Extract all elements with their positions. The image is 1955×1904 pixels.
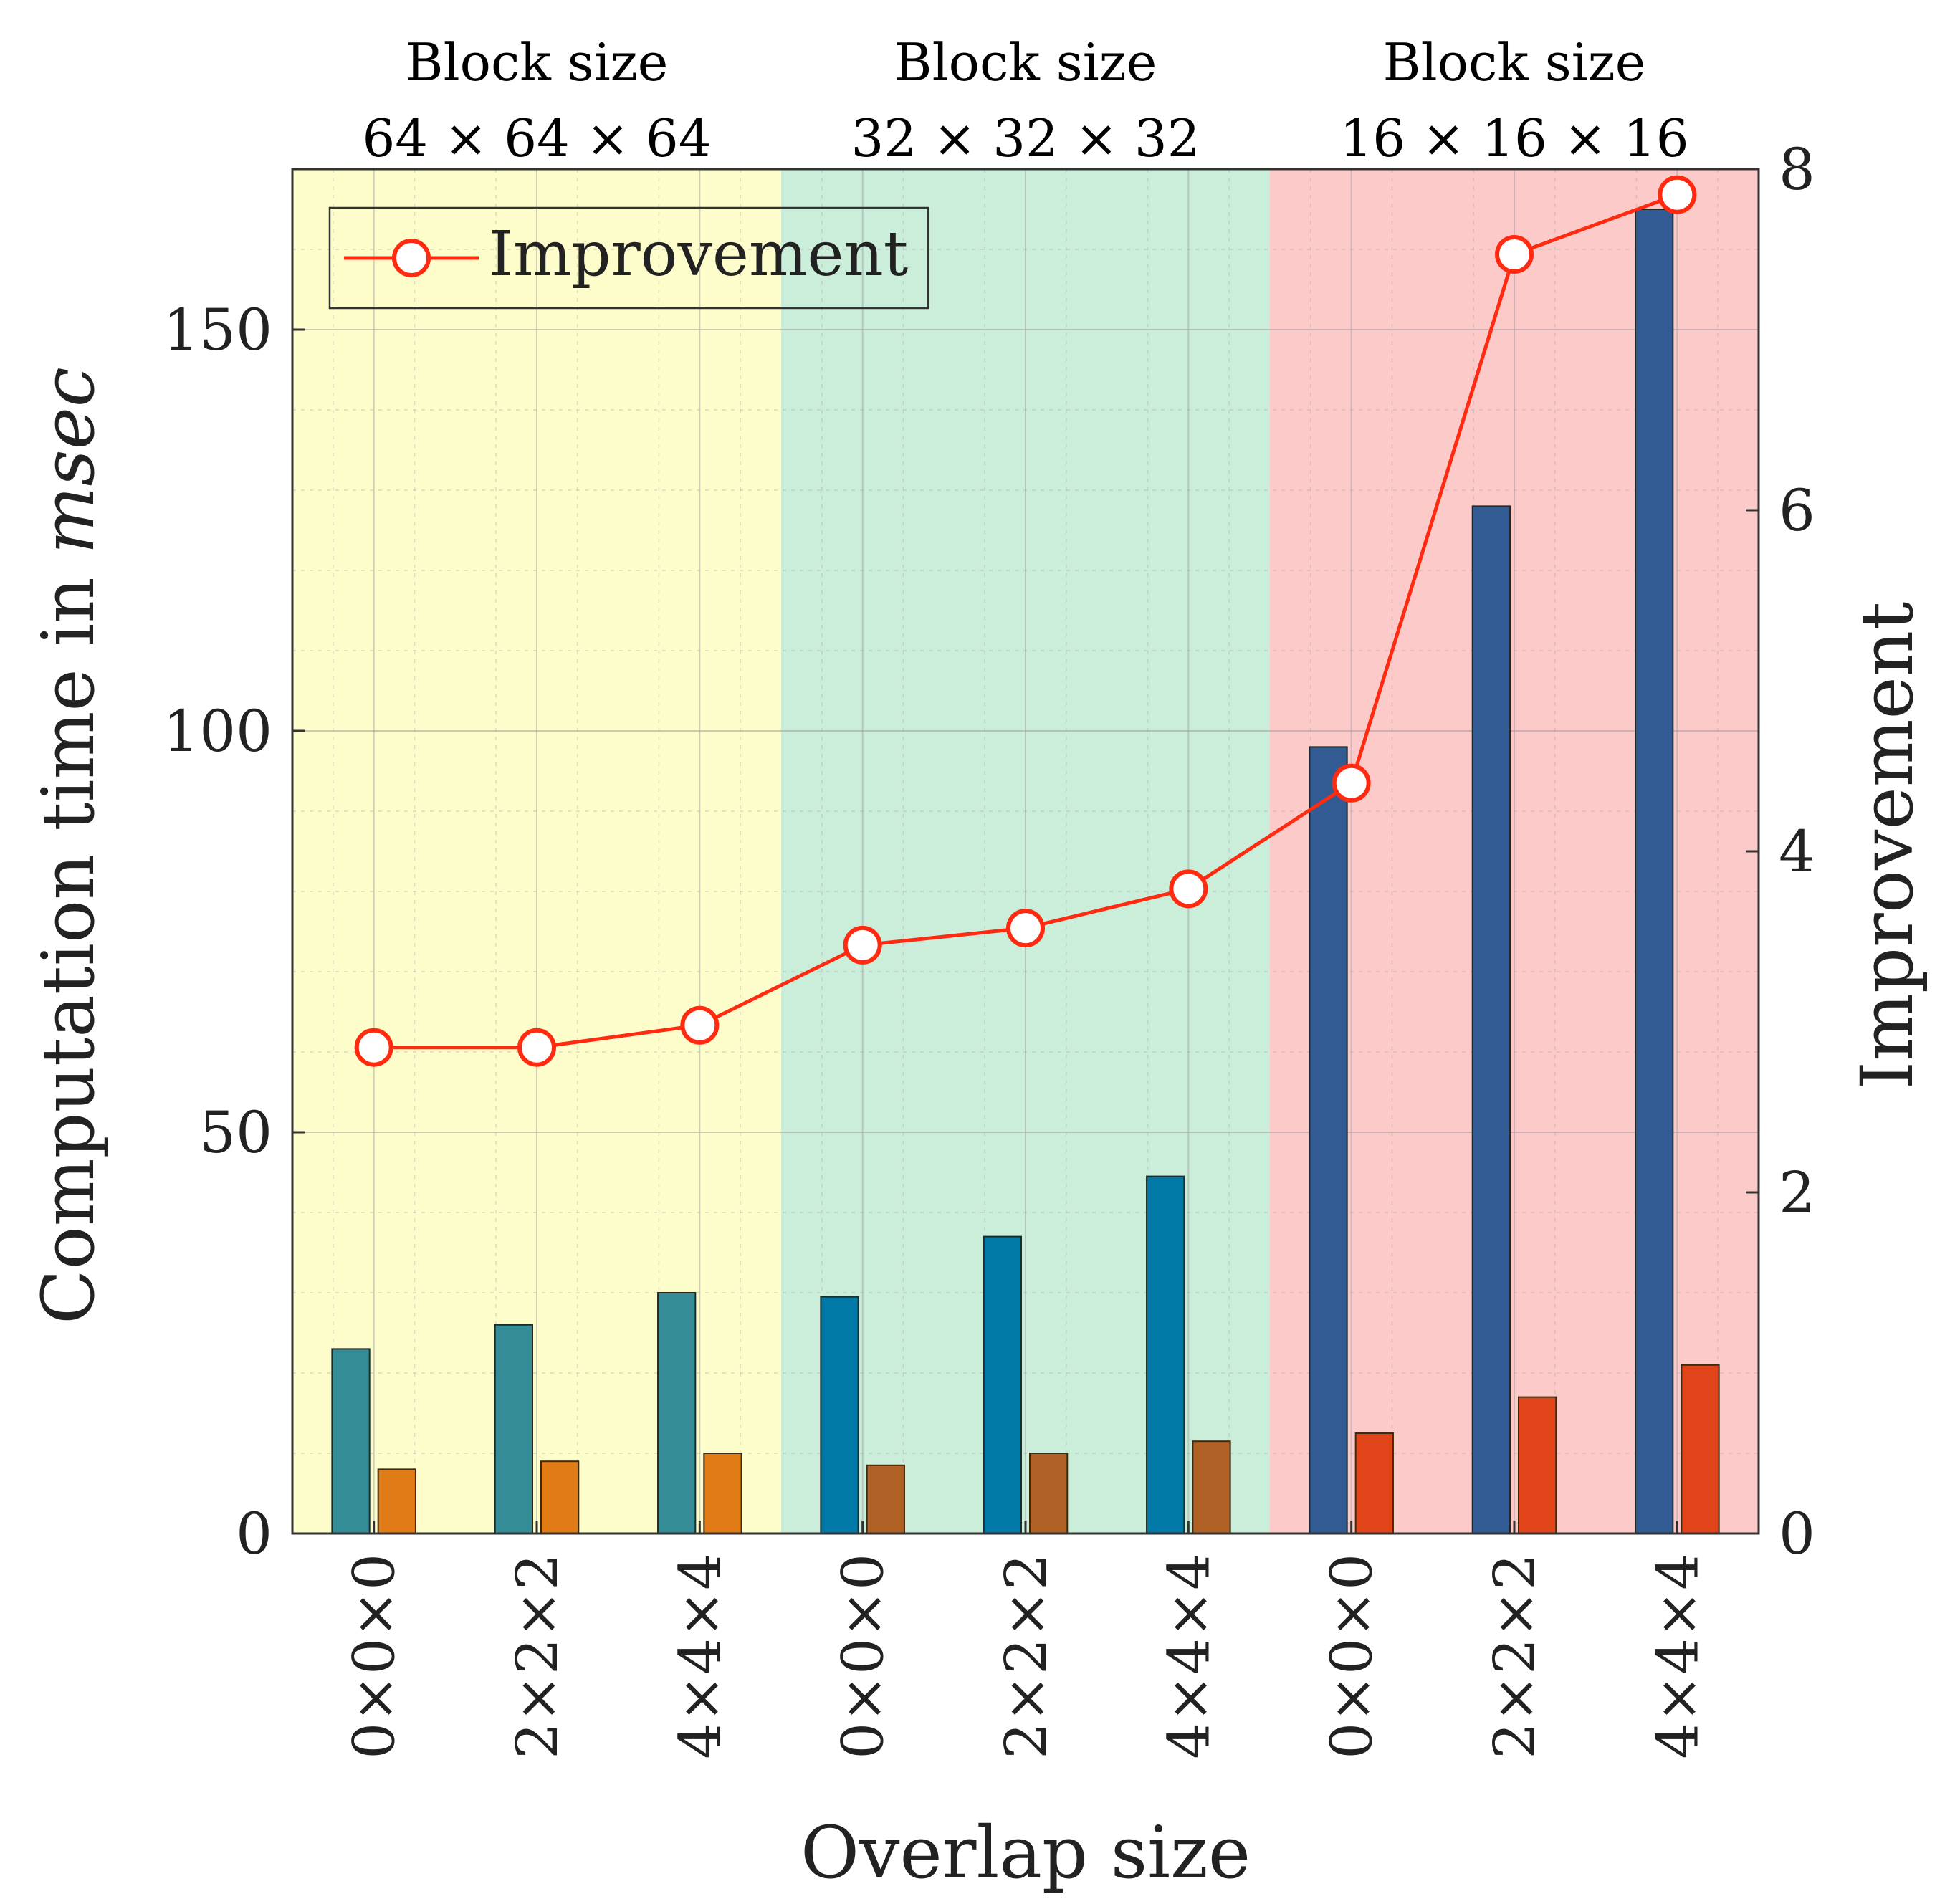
- x-tick-label: 2×2×2: [993, 1554, 1059, 1759]
- group-subtitle: 16 × 16 × 16: [1339, 108, 1688, 168]
- x-axis-ticks: 0×0×0 2×2×2 4×4×4 0×0×0 2×2×2 4×4×4 0×0×0 2×2×2…: [341, 1521, 1711, 1759]
- improvement-point: [680, 1005, 720, 1045]
- x-tick-label: 2×2×2: [1481, 1554, 1548, 1759]
- y-right-tick-label: 4: [1779, 818, 1815, 885]
- legend-box: [328, 206, 929, 310]
- improvement-point: [843, 925, 882, 965]
- x-tick-label: 4×4×4: [666, 1554, 733, 1759]
- grid-layer: [292, 168, 1759, 1534]
- y-right-tick-label: 0: [1779, 1501, 1815, 1567]
- y-tick-label: 150: [163, 297, 272, 363]
- bar-gpu-time: [703, 1453, 742, 1534]
- x-tick-label: 0×0×0: [1319, 1554, 1385, 1759]
- group-subtitle: 64 × 64 × 64: [362, 108, 711, 168]
- y-axis-right-label: Improvement: [1845, 602, 1929, 1090]
- group-title: Block size: [894, 32, 1157, 92]
- x-tick-label: 4×4×4: [1155, 1554, 1222, 1759]
- y-tick-label: 50: [199, 1099, 272, 1166]
- x-tick-label: 2×2×2: [504, 1554, 570, 1759]
- bar-gpu-time: [1681, 1364, 1720, 1535]
- bar-cpu-time: [494, 1324, 533, 1535]
- bar-gpu-time: [1518, 1396, 1557, 1534]
- y-axis-label: Computation time in msec: [27, 367, 110, 1324]
- bar-cpu-time: [331, 1348, 371, 1535]
- bar-cpu-time: [1146, 1175, 1185, 1534]
- group-title: Block size: [1383, 32, 1646, 92]
- group-background: [1270, 169, 1759, 1534]
- y-right-tick-label: 6: [1779, 477, 1815, 544]
- group-subtitle: 32 × 32 × 32: [851, 108, 1200, 168]
- bar-cpu-time: [1471, 505, 1511, 1534]
- group-title: Block size: [406, 32, 669, 92]
- improvement-point: [1332, 763, 1371, 803]
- x-tick-label: 0×0×0: [341, 1554, 408, 1759]
- bar-gpu-time: [377, 1468, 416, 1534]
- bar-gpu-time: [1029, 1453, 1069, 1534]
- bar-cpu-time: [820, 1296, 859, 1534]
- x-tick-label: 4×4×4: [1644, 1554, 1711, 1759]
- improvement-line-layer: [354, 175, 1697, 1067]
- bar-layer: [331, 209, 1720, 1535]
- improvement-point: [1006, 909, 1045, 948]
- improvement-point: [1169, 869, 1208, 909]
- y-axis-left-ticks: 0 50 100 150: [163, 297, 305, 1567]
- bar-cpu-time: [983, 1235, 1023, 1534]
- y-tick-label: 0: [236, 1501, 272, 1567]
- group-background: [292, 169, 781, 1534]
- group-background-layer: [292, 169, 1759, 1534]
- bar-gpu-time: [1192, 1440, 1231, 1534]
- y-right-tick-label: 2: [1779, 1159, 1815, 1226]
- group-background: [781, 169, 1270, 1534]
- bar-cpu-time: [1635, 209, 1674, 1534]
- bar-gpu-time: [866, 1464, 905, 1535]
- bar-gpu-time: [1354, 1432, 1394, 1534]
- bar-gpu-time: [540, 1460, 580, 1534]
- legend: Improvement: [328, 206, 929, 310]
- bar-cpu-time: [657, 1292, 697, 1534]
- y-tick-label: 100: [163, 698, 272, 765]
- group-labels: Block size 64 × 64 × 64 Block size 32 × 32 …: [362, 32, 1688, 168]
- x-tick-label: 0×0×0: [830, 1554, 897, 1759]
- improvement-point: [1658, 175, 1697, 214]
- x-axis-label: Overlap size: [800, 1811, 1251, 1895]
- legend-marker-swatch: [392, 239, 431, 277]
- improvement-point: [354, 1028, 393, 1067]
- y-axis-right-ticks: 0 2 4 6 8: [1746, 136, 1815, 1567]
- legend-label: Improvement: [489, 219, 908, 290]
- improvement-point: [517, 1028, 556, 1067]
- y-right-tick-label: 8: [1779, 136, 1815, 203]
- bar-cpu-time: [1309, 746, 1348, 1534]
- improvement-point: [1495, 235, 1534, 274]
